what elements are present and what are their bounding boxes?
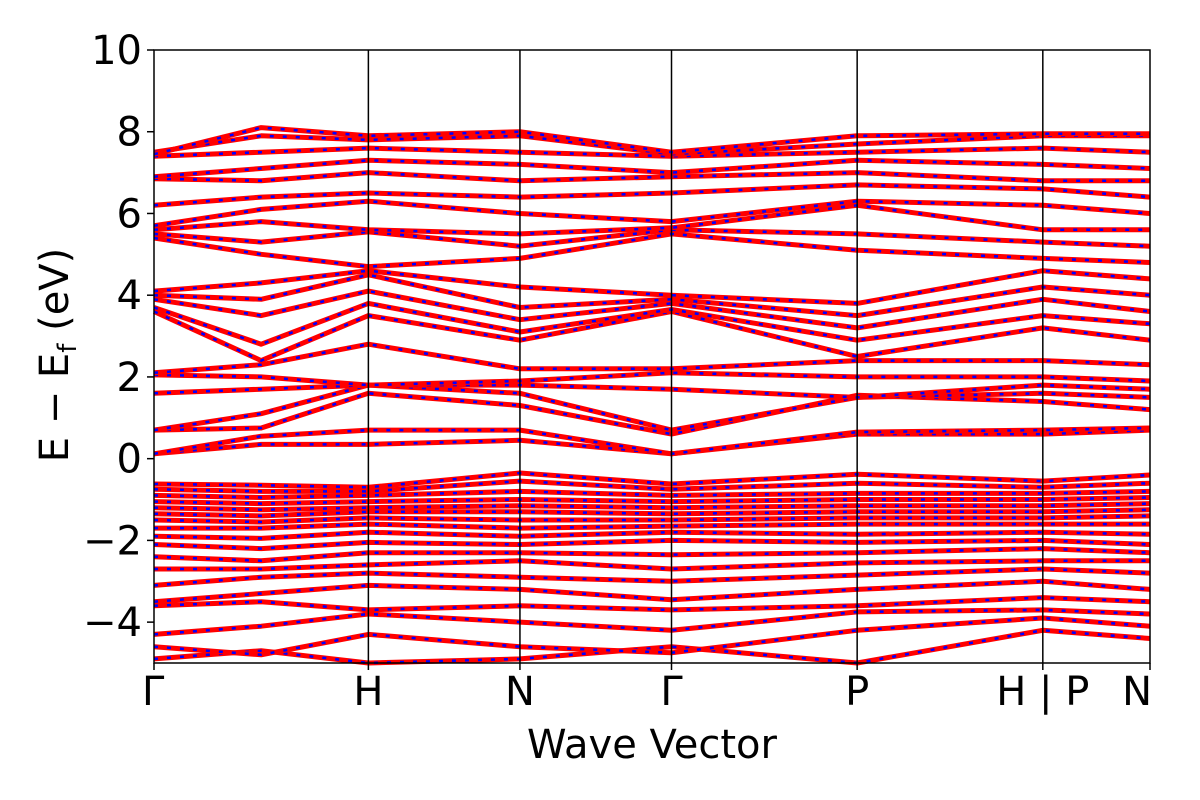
- band-17-spin-down: [153, 471, 1151, 489]
- band-30-spin-down: [153, 232, 1151, 268]
- band-8-spin-down: [153, 539, 1151, 550]
- band-31-spin-down: [153, 228, 1151, 248]
- plot-frame: [153, 49, 1151, 664]
- y-axis-ticks: 10 8 6 4 2 0 −2 −4: [83, 28, 154, 646]
- x-axis-label: Wave Vector: [527, 722, 778, 768]
- band-3-spin-down: [153, 596, 1151, 612]
- band-13-spin-up: [153, 501, 1151, 513]
- band-22-spin-down: [153, 383, 1151, 399]
- x-tick-label: H | P: [996, 669, 1089, 715]
- band-19-spin-down: [153, 426, 1151, 456]
- band-37-spin-down: [153, 146, 1151, 158]
- band-34-spin-down: [153, 183, 1151, 207]
- band-14-spin-up: [153, 495, 1151, 507]
- band-35-spin-down: [153, 171, 1150, 183]
- x-tick-label: N: [505, 669, 535, 715]
- x-tick-label: N: [1122, 669, 1152, 715]
- band-33-spin-down: [153, 199, 1151, 227]
- band-4-spin-down: [153, 580, 1151, 603]
- x-tick-label: Γ: [142, 669, 165, 715]
- bands-layer: [152, 125, 1151, 666]
- band-39-spin-up: [153, 125, 1150, 157]
- band-11-spin-up: [153, 513, 1151, 525]
- band-27-spin-up: [153, 288, 1151, 331]
- band-0-spin-down: [153, 629, 1151, 665]
- band-7-spin-down: [153, 547, 1151, 563]
- axes-frame: [153, 49, 1151, 664]
- band-26-spin-down: [153, 302, 1151, 346]
- band-36-spin-down: [153, 159, 1151, 178]
- band-6-spin-down: [154, 559, 1150, 571]
- y-tick-label: 4: [117, 273, 142, 319]
- y-tick-label: −4: [83, 600, 142, 646]
- band-9-spin-down: [153, 530, 1151, 540]
- y-axis-label: E − Ef (eV): [32, 248, 83, 463]
- y-axis-label-unit: (eV): [32, 248, 78, 344]
- band-5-spin-down: [153, 567, 1151, 587]
- y-tick-label: 0: [117, 437, 142, 483]
- band-28-spin-up: [153, 272, 1151, 319]
- band-23-spin-down: [153, 371, 1151, 387]
- band-25-spin-up: [152, 309, 1151, 364]
- x-axis-ticks: Γ H N Γ P H | P N: [142, 663, 1152, 715]
- band-38-spin-down: [153, 134, 1150, 156]
- band-12-spin-up: [153, 507, 1151, 519]
- band-16-spin-down: [153, 479, 1151, 493]
- band-24-spin-down: [153, 342, 1151, 375]
- svg-text:E − Ef (eV): E − Ef (eV): [32, 248, 83, 463]
- y-tick-label: −2: [83, 518, 142, 564]
- band-2-spin-down: [153, 608, 1151, 636]
- band-18-spin-down: [153, 428, 1151, 456]
- y-axis-label-main: E − E: [32, 353, 78, 463]
- band-24-spin-up: [153, 341, 1151, 376]
- band-21-spin-up: [153, 382, 1151, 433]
- band-1-spin-down: [153, 616, 1151, 657]
- x-tick-label: H: [353, 669, 383, 715]
- band-26-spin-up: [153, 300, 1151, 347]
- band-20-spin-up: [153, 390, 1151, 437]
- kpoint-lines: [367, 50, 1044, 663]
- x-tick-label: Γ: [660, 669, 683, 715]
- band-23-spin-up: [153, 370, 1151, 388]
- band-10-spin-down: [154, 522, 1150, 530]
- y-axis-label-subscript: f: [53, 343, 83, 353]
- y-tick-label: 8: [117, 110, 142, 156]
- x-tick-label: P: [845, 669, 869, 715]
- y-tick-label: 10: [91, 28, 142, 74]
- band-15-spin-down: [153, 490, 1151, 499]
- y-tick-label: 2: [117, 355, 142, 401]
- y-tick-label: 6: [117, 191, 142, 237]
- band-29-spin-down: [153, 269, 1151, 305]
- band-32-spin-down: [153, 204, 1150, 236]
